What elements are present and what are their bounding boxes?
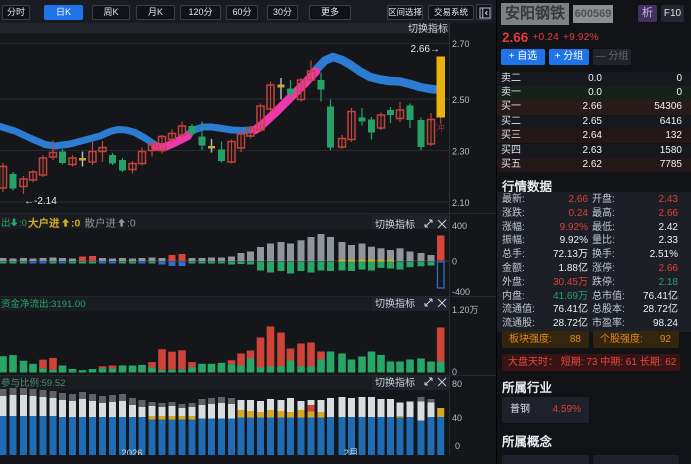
svg-text:0: 0 bbox=[452, 257, 457, 267]
svg-text:散户进: 散户进 bbox=[85, 217, 117, 230]
svg-text:冲: 冲 bbox=[436, 123, 445, 133]
svg-text:1.20万: 1.20万 bbox=[452, 305, 479, 315]
svg-text:0: 0 bbox=[452, 367, 457, 375]
svg-text:0: 0 bbox=[455, 441, 460, 451]
svg-text:2.30: 2.30 bbox=[452, 147, 470, 157]
svg-text:-400: -400 bbox=[452, 287, 470, 296]
svg-text:切换指标: 切换指标 bbox=[375, 376, 415, 389]
svg-text:出: 出 bbox=[1, 217, 11, 229]
svg-text:2.50: 2.50 bbox=[452, 95, 470, 105]
svg-text:2026: 2026 bbox=[121, 448, 142, 455]
svg-text:参与比例:59.52: 参与比例:59.52 bbox=[1, 377, 65, 389]
svg-text:2.66→: 2.66→ bbox=[411, 44, 440, 55]
svg-text::0: :0 bbox=[127, 218, 136, 230]
svg-text:←-2.14: ←-2.14 bbox=[24, 196, 57, 207]
svg-text:资金净流出:3191.00: 资金净流出:3191.00 bbox=[1, 298, 85, 310]
svg-text:大户进: 大户进 bbox=[28, 217, 60, 230]
svg-text:2月: 2月 bbox=[344, 448, 359, 455]
svg-text:2.10: 2.10 bbox=[452, 198, 470, 208]
svg-text:40: 40 bbox=[452, 413, 462, 423]
svg-text:80: 80 bbox=[452, 379, 462, 389]
svg-text:切换指标: 切换指标 bbox=[375, 297, 415, 310]
svg-text:切换指标: 切换指标 bbox=[375, 218, 415, 231]
svg-text:400: 400 bbox=[452, 221, 467, 231]
svg-text::0: :0 bbox=[71, 218, 80, 230]
svg-text::0: :0 bbox=[19, 218, 27, 229]
svg-text:2.70: 2.70 bbox=[452, 39, 470, 49]
svg-text:切换指标: 切换指标 bbox=[408, 23, 448, 35]
